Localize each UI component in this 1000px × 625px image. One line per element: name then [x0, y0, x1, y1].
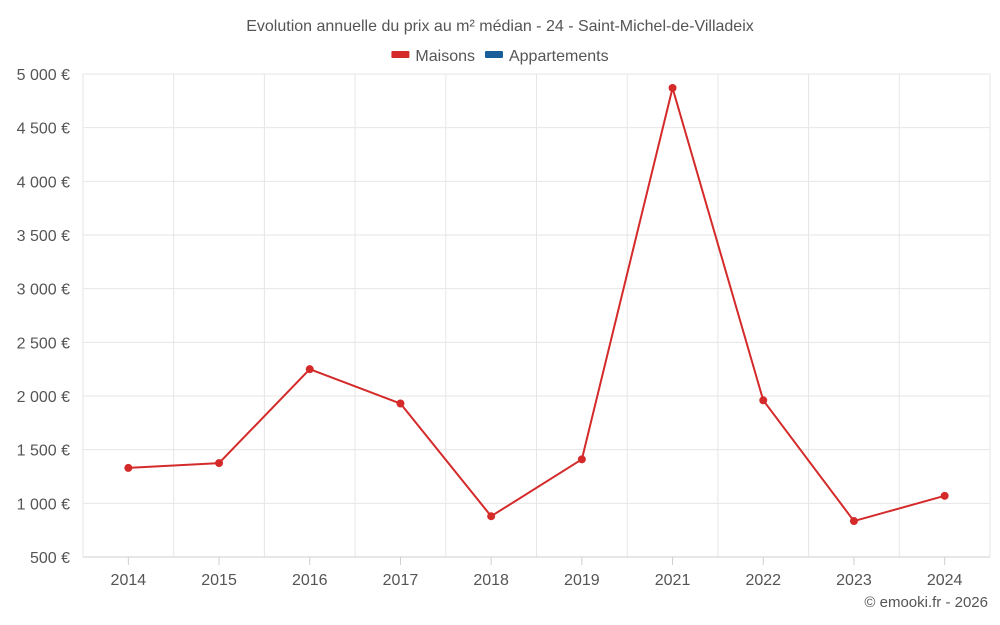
data-point[interactable]: [849, 517, 858, 526]
data-point[interactable]: [577, 455, 586, 464]
credit: © emooki.fr - 2026: [864, 594, 988, 611]
x-tick-label: 2016: [292, 572, 328, 589]
series-group: [124, 83, 949, 526]
y-tick-label: 5 000 €: [17, 67, 70, 84]
legend-item-maisons[interactable]: Maisons: [391, 48, 475, 65]
x-tick-label: 2022: [745, 572, 781, 589]
y-tick-label: 3 500 €: [17, 228, 70, 245]
y-tick-label: 3 000 €: [17, 282, 70, 299]
x-axis: 2014 2015 2016 2017 2018 2019 2021 2022 2023 2024: [111, 557, 963, 589]
data-point[interactable]: [487, 512, 496, 521]
x-tick-label: 2021: [655, 572, 691, 589]
legend-label: Appartements: [509, 48, 609, 65]
legend-item-appartements[interactable]: Appartements: [484, 48, 609, 65]
y-tick-label: 1 000 €: [17, 496, 70, 513]
x-tick-label: 2014: [111, 572, 147, 589]
x-tick-label: 2019: [564, 572, 600, 589]
y-tick-label: 4 000 €: [17, 174, 70, 191]
data-point[interactable]: [215, 459, 224, 468]
y-tick-label: 4 500 €: [17, 121, 70, 138]
y-tick-label: 500 €: [30, 550, 70, 567]
legend-label: Maisons: [415, 48, 475, 65]
y-tick-label: 2 500 €: [17, 335, 70, 352]
x-tick-label: 2023: [836, 572, 872, 589]
x-tick-label: 2024: [927, 572, 963, 589]
legend-swatch: [391, 51, 410, 58]
data-point[interactable]: [759, 396, 768, 405]
data-point[interactable]: [124, 463, 133, 472]
legend: Maisons Appartements: [391, 48, 609, 65]
y-tick-label: 2 000 €: [17, 389, 70, 406]
x-tick-label: 2018: [473, 572, 509, 589]
grid: [82, 73, 991, 558]
data-point[interactable]: [940, 491, 949, 500]
chart-title: Evolution annuelle du prix au m² médian …: [246, 18, 754, 35]
data-point[interactable]: [668, 83, 677, 92]
x-tick-label: 2017: [383, 572, 419, 589]
series-line-maisons: [128, 86, 945, 523]
data-point[interactable]: [396, 399, 405, 408]
x-tick-label: 2015: [201, 572, 237, 589]
y-axis: 500 € 1 000 € 1 500 € 2 000 € 2 500 € 3 000 €…: [17, 67, 70, 567]
data-point[interactable]: [305, 365, 314, 374]
y-tick-label: 1 500 €: [17, 443, 70, 460]
legend-swatch: [484, 51, 503, 58]
